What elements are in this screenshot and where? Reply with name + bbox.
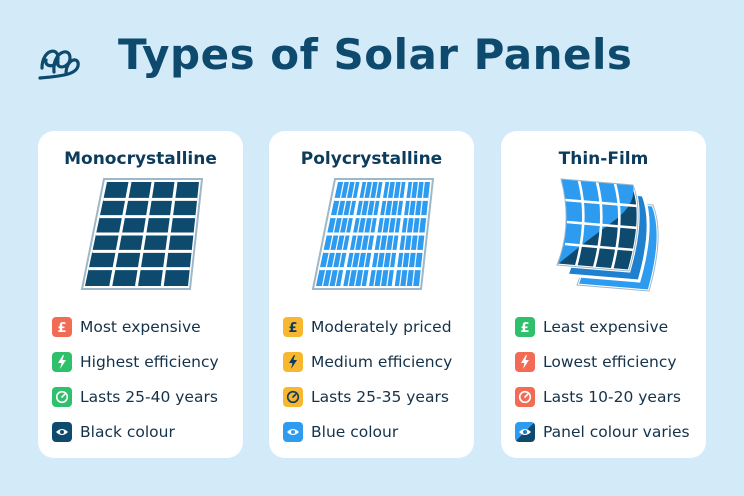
polycrystalline-panel-icon [311,178,435,290]
feature-efficiency: Lowest efficiency [515,351,677,373]
card-thin-film: Thin-Film £ Least expensive Lowest effic… [501,131,706,458]
svg-text:£: £ [57,321,66,334]
lightning-icon [515,352,535,372]
feature-price: £ Least expensive [515,316,668,338]
feature-efficiency: Medium efficiency [283,351,452,373]
feature-lifespan: Lasts 25-40 years [52,386,218,408]
clock-icon [515,387,535,407]
feature-lifespan: Lasts 25-35 years [283,386,449,408]
lightning-icon [52,352,72,372]
card-polycrystalline: Polycrystalline £ Moderately priced Medi… [269,131,474,458]
card-title: Polycrystalline [300,149,443,169]
card-title: Monocrystalline [64,149,217,169]
pound-icon: £ [52,317,72,337]
card-title: Thin-Film [558,149,649,169]
pound-icon: £ [283,317,303,337]
feature-price: £ Moderately priced [283,316,452,338]
lightning-icon [283,352,303,372]
page-title: Types of Solar Panels [118,30,633,79]
eye-icon [515,422,535,442]
pound-icon: £ [515,317,535,337]
eye-icon [52,422,72,442]
monocrystalline-panel-icon [80,178,204,290]
feature-efficiency: Highest efficiency [52,351,219,373]
thin-film-panel-icon [554,177,660,293]
clock-icon [52,387,72,407]
feature-colour: Blue colour [283,421,398,443]
clock-icon [283,387,303,407]
feature-price: £ Most expensive [52,316,201,338]
svg-text:£: £ [520,321,529,334]
svg-text:£: £ [288,321,297,334]
feature-colour: Black colour [52,421,175,443]
eye-icon [283,422,303,442]
brand-logo-icon [38,49,80,80]
card-monocrystalline: Monocrystalline £ Most expensive Highest… [38,131,243,458]
feature-lifespan: Lasts 10-20 years [515,386,681,408]
feature-colour: Panel colour varies [515,421,690,443]
